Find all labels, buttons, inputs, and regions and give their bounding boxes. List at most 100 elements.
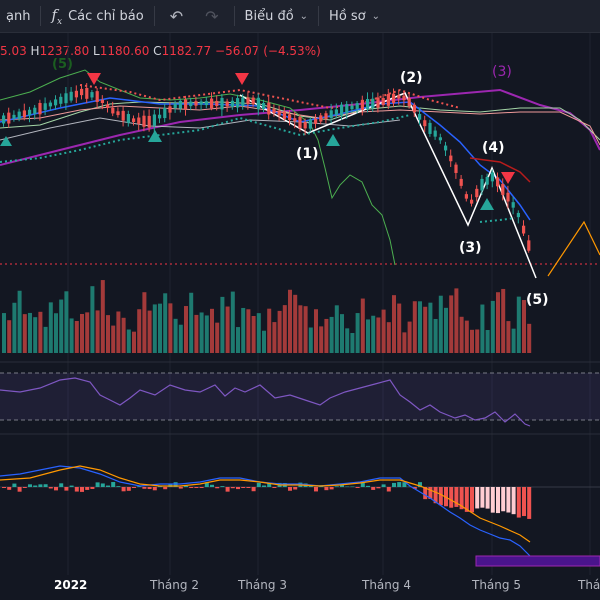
macd-hist-bar xyxy=(288,487,292,491)
macd-hist-bar xyxy=(262,485,266,487)
wave-label-4: (4) xyxy=(482,140,505,156)
candle xyxy=(334,109,338,115)
volume-bar xyxy=(100,280,105,353)
macd-hist-bar xyxy=(111,482,116,487)
volume-bar xyxy=(485,330,490,353)
macd-hist-bar xyxy=(64,487,69,491)
macd-hist-bar xyxy=(501,487,506,512)
volume-bar xyxy=(334,305,339,353)
wave-label-2: (2) xyxy=(400,70,423,86)
macd-hist-bar xyxy=(433,487,438,504)
volume-bar xyxy=(277,310,282,353)
volume-bar xyxy=(355,313,360,353)
macd-hist-bar xyxy=(314,487,318,492)
volume-bar xyxy=(345,328,350,353)
redo-button[interactable]: ↷ xyxy=(194,0,229,32)
macd-hist-bar xyxy=(178,487,183,489)
profile-menu-label: Hồ sơ xyxy=(329,8,366,24)
time-axis-label: Thá xyxy=(578,578,600,592)
candle xyxy=(230,100,234,107)
volume-bar xyxy=(470,329,474,353)
macd-hist-bar xyxy=(173,482,178,487)
wave-label-top-partial: (5) xyxy=(52,57,73,72)
macd-hist-bar xyxy=(137,486,142,487)
volume-bar xyxy=(340,314,344,353)
projection-line xyxy=(547,220,600,277)
profile-menu-button[interactable]: Hồ sơ ⌄ xyxy=(323,0,386,32)
chart-menu-button[interactable]: Biểu đồ ⌄ xyxy=(239,0,315,32)
volume-bar xyxy=(444,307,448,353)
macd-hist-bar xyxy=(438,487,443,506)
macd-hist-bar xyxy=(168,483,173,487)
indicators-button[interactable]: fx Các chỉ báo xyxy=(45,0,149,32)
candle xyxy=(511,202,515,208)
elliott-wave-line xyxy=(239,92,537,279)
candle xyxy=(54,99,58,106)
candle xyxy=(277,110,281,116)
volume-bar xyxy=(43,326,48,353)
macd-hist-bar xyxy=(454,487,459,507)
macd-hist-bar xyxy=(142,487,147,489)
macd-hist-bar xyxy=(522,487,526,517)
candle xyxy=(433,130,437,137)
change-value: −56.07 (−4.53%) xyxy=(215,44,321,58)
wave-label-1: (1) xyxy=(296,146,319,162)
candle xyxy=(340,104,344,116)
macd-line xyxy=(0,465,531,557)
candle xyxy=(392,93,396,104)
candle xyxy=(412,104,416,113)
volume-bar xyxy=(142,292,147,353)
time-axis-label: Tháng 3 xyxy=(238,578,287,592)
candle xyxy=(386,94,390,106)
volume-bar xyxy=(319,326,324,353)
buy-signal-icon xyxy=(480,198,494,210)
macd-hist-bar xyxy=(516,487,521,518)
chart-menu-label: Biểu đồ xyxy=(244,8,294,24)
candle xyxy=(407,98,411,107)
macd-hist-bar xyxy=(412,487,417,489)
candle xyxy=(48,102,52,107)
macd-hist-bar xyxy=(272,487,277,488)
wave-label-3: (3) xyxy=(459,240,482,256)
macd-hist-bar xyxy=(527,487,532,519)
undo-button[interactable]: ↶ xyxy=(159,0,194,32)
volume-bar xyxy=(262,330,266,353)
candle xyxy=(355,103,359,110)
macd-hist-bar xyxy=(194,487,199,488)
candle xyxy=(7,112,11,124)
macd-hist-bar xyxy=(355,487,360,488)
volume-bar xyxy=(464,320,469,353)
volume-bar xyxy=(371,315,376,353)
macd-hist-bar xyxy=(324,487,329,491)
candle xyxy=(449,155,453,162)
macd-hist-bar xyxy=(464,487,469,512)
candle xyxy=(2,115,6,124)
candle xyxy=(43,103,47,110)
macd-hist-bar xyxy=(381,484,386,487)
sell-signal-icon xyxy=(235,73,249,85)
candle xyxy=(475,188,479,198)
toolbar-partial-item[interactable]: ạnh xyxy=(0,0,36,32)
candle xyxy=(215,100,219,107)
macd-histogram xyxy=(2,482,532,519)
volume-bar xyxy=(12,302,17,353)
volume-bar xyxy=(272,322,277,353)
volume-bar xyxy=(173,318,178,353)
volume-bar xyxy=(522,300,526,353)
volume-bar xyxy=(360,298,365,353)
volume-bar xyxy=(28,312,32,353)
macd-hist-bar xyxy=(293,487,298,490)
purple-trend-line xyxy=(0,88,600,166)
volume-bar xyxy=(54,313,58,353)
macd-hist-bar xyxy=(360,482,365,487)
volume-bar xyxy=(132,331,136,353)
candle xyxy=(199,101,203,105)
candle xyxy=(516,212,520,218)
macd-hist-bar xyxy=(397,482,402,487)
macd-hist-bar xyxy=(90,487,95,489)
volume-bar xyxy=(438,295,443,353)
close-key: C xyxy=(153,44,162,58)
volume-bar xyxy=(267,308,272,353)
volume-bar xyxy=(7,320,12,353)
